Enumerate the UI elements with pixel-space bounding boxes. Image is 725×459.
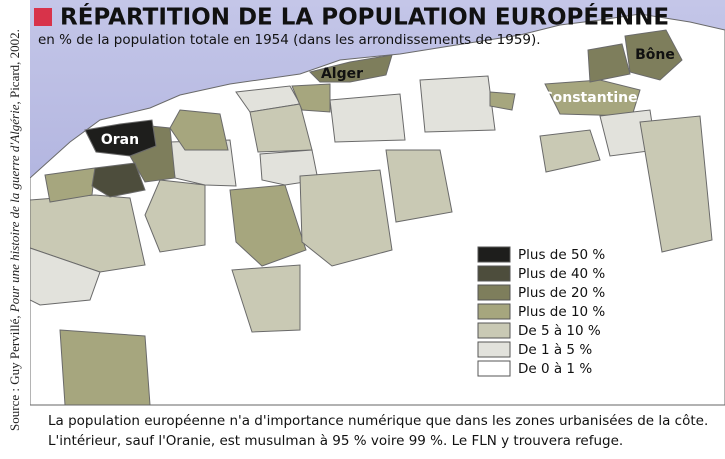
region xyxy=(231,264,301,333)
region xyxy=(329,93,406,143)
source-text: Source : Guy Pervillé, xyxy=(7,312,22,431)
source-text: , Picard, 2002. xyxy=(7,29,22,104)
legend-label: Plus de 50 % xyxy=(518,247,605,263)
region xyxy=(59,329,151,406)
legend: Plus de 50 % Plus de 40 % Plus de 20 % Plus… xyxy=(477,246,605,377)
city-label: Oran xyxy=(101,132,139,148)
region xyxy=(587,43,631,83)
region xyxy=(291,83,331,113)
legend-swatch xyxy=(477,360,511,377)
legend-label: Plus de 40 % xyxy=(518,266,605,282)
region xyxy=(299,169,393,267)
legend-swatch xyxy=(477,322,511,339)
region xyxy=(229,184,307,267)
region xyxy=(419,75,496,133)
title: RÉPARTITION DE LA POPULATION EUROPÉENNE xyxy=(60,3,669,31)
city-labels: Oran Alger Bône Constantine xyxy=(101,47,675,148)
region xyxy=(309,54,393,83)
legend-swatch xyxy=(477,284,511,301)
region xyxy=(639,115,713,253)
legend-label: De 1 à 5 % xyxy=(518,342,592,358)
legend-swatch xyxy=(477,303,511,320)
legend-swatch xyxy=(477,341,511,358)
region xyxy=(44,167,96,203)
source-book: Pour une histoire de la guerre d'Algérie xyxy=(7,104,22,313)
source: Source : Guy Pervillé, Pour une histoire… xyxy=(7,29,22,431)
region xyxy=(144,179,206,253)
region xyxy=(624,29,683,81)
title-marker xyxy=(34,8,52,26)
subtitle: en % de la population totale en 1954 (da… xyxy=(38,32,541,48)
region xyxy=(84,119,157,157)
map xyxy=(29,13,725,406)
region xyxy=(385,149,453,223)
city-label: Bône xyxy=(635,47,675,63)
city-label: Constantine xyxy=(542,90,637,106)
legend-swatch xyxy=(477,265,511,282)
source-strip xyxy=(0,0,30,459)
region xyxy=(91,162,146,198)
caption-line: L'intérieur, sauf l'Oranie, est musulman… xyxy=(48,433,623,449)
caption-box xyxy=(30,405,725,459)
legend-label: De 0 à 1 % xyxy=(518,361,592,377)
region xyxy=(489,91,516,111)
legend-label: De 5 à 10 % xyxy=(518,323,601,339)
legend-label: Plus de 20 % xyxy=(518,285,605,301)
legend-label: Plus de 10 % xyxy=(518,304,605,320)
legend-swatch xyxy=(477,246,511,263)
region xyxy=(539,129,601,173)
region xyxy=(169,109,229,151)
caption-line: La population européenne n'a d'importanc… xyxy=(48,413,708,429)
city-label: Alger xyxy=(321,66,363,82)
